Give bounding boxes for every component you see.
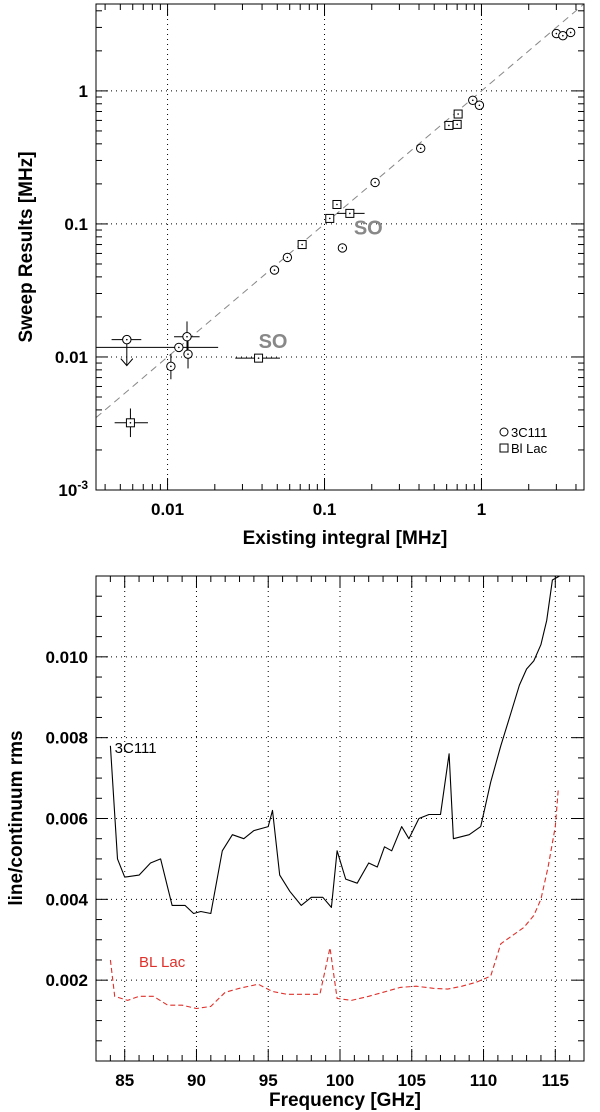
- chart1-point-center: [562, 34, 564, 37]
- chart1-point-center: [328, 217, 331, 220]
- legend-label: 3C111: [511, 425, 547, 440]
- sweep-vs-integral-chart: 0.01 0.1 1 10-3 0.01 0.1 1 Existing integral …: [16, 3, 585, 549]
- chart2-x-tick-label: 115: [542, 1071, 569, 1090]
- chart2-minor-ticks: [95, 576, 585, 1061]
- chart1-point-center: [456, 123, 458, 126]
- chart2-series-lines: [109, 575, 560, 1010]
- chart2-x-tick-label: 110: [470, 1071, 497, 1090]
- chart2-y-tick-labels: 0.002 0.004 0.006 0.008 0.010: [45, 648, 88, 990]
- chart1-grid: [96, 4, 584, 490]
- chart1-minor-ticks: [96, 4, 584, 491]
- chart2-x-axis-label: Frequency [GHz]: [269, 1090, 421, 1111]
- chart1-annotation: SO: [354, 218, 383, 240]
- chart1-frame: [95, 3, 585, 491]
- chart2-x-tick-label: 105: [398, 1071, 426, 1090]
- chart1-y-tick-label: 10-3: [58, 478, 88, 500]
- chart1-point-center: [170, 365, 172, 368]
- chart2-series-label: BL Lac: [139, 954, 186, 971]
- chart1-x-axis-label: Existing integral [MHz]: [243, 528, 448, 549]
- chart1-point-center: [419, 147, 422, 150]
- chart1-point-center: [273, 269, 276, 271]
- chart1-y-axis-label: Sweep Results [MHz]: [16, 151, 37, 342]
- chart1-point-center: [448, 124, 450, 127]
- chart2-x-tick-label: 100: [326, 1071, 354, 1090]
- chart1-point-center: [336, 203, 338, 206]
- chart1-point-center: [257, 357, 260, 359]
- chart1-point-center: [178, 346, 180, 349]
- chart1-x-tick-label: 0.1: [313, 500, 337, 519]
- chart2-y-tick-label: 0.004: [45, 890, 88, 909]
- chart1-error-bars: [96, 212, 365, 438]
- chart1-x-tick-label: 0.01: [151, 500, 184, 519]
- chart1-y-tick-labels: 10-3 0.01 0.1 1: [55, 82, 88, 500]
- chart2-y-tick-label: 0.006: [45, 810, 88, 829]
- chart1-point-center: [187, 353, 189, 355]
- chart1-point-center: [129, 421, 132, 424]
- legend-marker-3c111: [499, 427, 509, 437]
- chart1-y-tick-label: 0.01: [55, 348, 88, 367]
- chart1-point-center: [286, 256, 289, 259]
- chart2-x-tick-label: 85: [115, 1071, 134, 1090]
- chart1-point-center: [374, 181, 376, 184]
- chart1-point-center: [126, 338, 128, 341]
- chart1-y-tick-label: 1: [79, 82, 88, 101]
- chart2-x-tick-label: 90: [187, 1071, 206, 1090]
- legend-label: Bl Lac: [511, 441, 548, 456]
- chart1-points: [122, 27, 576, 428]
- chart1-point-center: [341, 247, 344, 249]
- chart1-x-tick-labels: 0.01 0.1 1: [151, 500, 486, 519]
- chart1-point-center: [301, 243, 303, 246]
- chart1-upper-limit-arrowhead: [120, 358, 134, 367]
- chart2-x-tick-label: 95: [259, 1071, 278, 1090]
- legend-marker-bllac: [499, 443, 509, 453]
- chart2-y-tick-label: 0.008: [45, 729, 88, 748]
- chart2-y-tick-label: 0.002: [45, 971, 88, 990]
- chart1-point-center: [555, 32, 558, 35]
- chart1-annotations: SO SO: [259, 218, 383, 353]
- chart1-annotation: SO: [259, 331, 288, 353]
- chart1-point-center: [569, 31, 572, 34]
- chart1-point-center: [457, 113, 459, 115]
- chart2-series-label: 3C111: [115, 740, 157, 757]
- chart2-series-line-bl-lac: [109, 790, 559, 1010]
- chart2-series-line-3c111: [109, 575, 560, 915]
- chart1-equality-line: [95, 3, 585, 419]
- chart1-point-center: [478, 104, 481, 107]
- chart2-x-tick-labels: 85 90 95 100 105 110 115: [115, 1071, 569, 1090]
- chart2-frame: [95, 575, 585, 1062]
- chart1-y-tick-label: 0.1: [64, 215, 88, 234]
- chart2-y-axis-label: line/continuum rms: [6, 730, 27, 905]
- chart2-series-labels: 3C111 BL Lac: [115, 740, 186, 971]
- chart2-y-tick-label: 0.010: [45, 648, 88, 667]
- chart2-grid: [96, 576, 584, 1061]
- line-continuum-rms-chart: 85 90 95 100 105 110 115 0.0020.0040.0060.0080…: [6, 575, 585, 1111]
- chart1-point-center: [349, 212, 351, 215]
- chart1-point-center: [186, 335, 188, 338]
- chart1-point-center: [471, 99, 474, 102]
- chart1-x-tick-label: 1: [477, 500, 486, 519]
